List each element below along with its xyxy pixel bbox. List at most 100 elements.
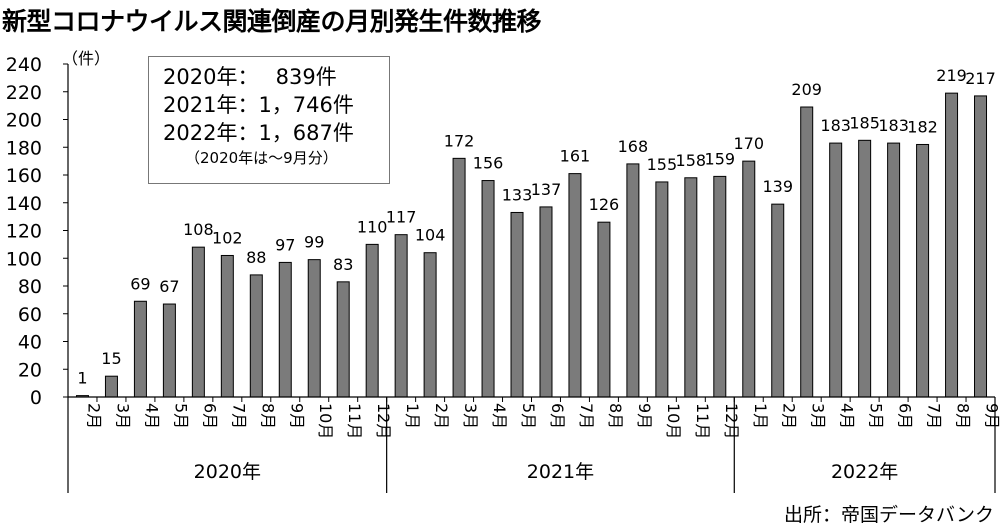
x-group-label: 2020年 — [194, 461, 261, 483]
bar-value-label: 102 — [212, 228, 243, 247]
bar-value-label: 183 — [878, 116, 909, 135]
x-category-label: 9月 — [635, 403, 654, 429]
x-category-label: 7月 — [229, 403, 248, 429]
y-tick-label: 60 — [18, 304, 42, 326]
bar — [191, 246, 205, 398]
bar — [800, 106, 814, 398]
y-tick-label: 80 — [18, 276, 42, 298]
x-category-label: 4月 — [490, 403, 509, 429]
bar-value-label: 155 — [647, 155, 678, 174]
x-category-label: 12月 — [374, 403, 393, 439]
x-category-label: 3月 — [113, 403, 132, 429]
bar-value-label: 217 — [965, 69, 996, 88]
x-category-label: 3月 — [809, 403, 828, 429]
bar — [133, 300, 147, 398]
y-tick-label: 40 — [18, 332, 42, 354]
bar — [974, 95, 988, 398]
x-category-label: 9月 — [287, 403, 306, 429]
bar — [858, 139, 872, 398]
x-category-label: 2月 — [84, 403, 103, 429]
bar — [568, 173, 582, 398]
bar-value-label: 117 — [386, 208, 417, 227]
bar — [626, 163, 640, 398]
x-group-label: 2022年 — [831, 461, 898, 483]
y-tick-label: 20 — [18, 359, 42, 381]
bar — [336, 281, 350, 398]
x-category-label: 8月 — [606, 403, 625, 429]
y-tick-label: 180 — [6, 137, 42, 159]
bar-value-label: 209 — [791, 80, 822, 99]
bar-value-label: 183 — [820, 116, 851, 135]
y-tick-label: 220 — [6, 82, 42, 104]
x-category-label: 7月 — [925, 403, 944, 429]
y-axis: 0 20 40 60 80 100 120 140 160 180 200 220 240 — [6, 54, 69, 409]
bar-value-label: 126 — [589, 195, 620, 214]
x-category-label: 4月 — [142, 403, 161, 429]
bar-value-label: 67 — [159, 277, 179, 296]
total-2020: 2020年： 839件 — [163, 65, 337, 89]
bar — [510, 211, 524, 398]
x-category-label: 2月 — [432, 403, 451, 429]
y-tick-label: 160 — [6, 165, 42, 187]
bar-value-label: 83 — [333, 255, 353, 274]
y-tick-label: 120 — [6, 221, 42, 243]
total-2021: 2021年：1，746件 — [163, 93, 354, 117]
x-category-label: 8月 — [258, 403, 277, 429]
chart-title: 新型コロナウイルス関連倒産の月別発生件数推移 — [2, 7, 542, 36]
bar — [249, 274, 263, 398]
x-category-label: 11月 — [693, 403, 712, 439]
x-category-label: 5月 — [867, 403, 886, 429]
bar-value-label: 156 — [473, 154, 504, 173]
x-category-label: 6月 — [200, 403, 219, 429]
x-category-label: 10月 — [316, 403, 335, 439]
bar — [655, 181, 669, 398]
bar — [104, 375, 118, 398]
x-category-label: 11月 — [345, 403, 364, 439]
bar-value-label: 185 — [849, 113, 880, 132]
bar-value-label: 15 — [101, 349, 121, 368]
bar — [684, 177, 698, 398]
bar-value-label: 137 — [531, 180, 562, 199]
bar — [162, 303, 176, 398]
bar — [394, 234, 408, 398]
bar — [713, 175, 727, 398]
bar-value-label: 108 — [183, 220, 214, 239]
bar — [829, 142, 843, 398]
bar-value-label: 158 — [676, 151, 707, 170]
bar-value-label: 161 — [560, 147, 591, 166]
bar-value-label: 99 — [304, 233, 324, 252]
y-tick-label: 140 — [6, 193, 42, 215]
annual-totals-box: 2020年： 839件 2021年：1，746件 2022年：1，687件 （2… — [148, 56, 390, 184]
bar — [220, 254, 234, 398]
bar-value-label: 88 — [246, 248, 266, 267]
bar — [597, 221, 611, 398]
bar — [452, 157, 466, 398]
x-category-label: 7月 — [577, 403, 596, 429]
x-category-label: 8月 — [954, 403, 973, 429]
x-axis: 2月 3月 4月 5月 6月 7月 8月 9月 10月 11月 12月 1月 2月 3月 4月 5月 6月 7月 8… — [67, 396, 1000, 493]
bar-value-label: 97 — [275, 235, 295, 254]
x-category-label: 3月 — [461, 403, 480, 429]
x-category-label: 2月 — [780, 403, 799, 429]
bar-value-label: 182 — [907, 117, 938, 136]
x-category-label: 6月 — [896, 403, 915, 429]
bar — [539, 206, 553, 398]
total-2022: 2022年：1，687件 — [163, 121, 354, 145]
bar-value-label: 172 — [444, 131, 475, 150]
bar-value-label: 159 — [705, 149, 736, 168]
x-category-label: 6月 — [548, 403, 567, 429]
bar-value-label: 110 — [357, 217, 388, 236]
y-tick-label: 100 — [6, 248, 42, 270]
bar — [887, 142, 901, 398]
bar-value-label: 219 — [936, 66, 967, 85]
bar-value-label: 168 — [618, 137, 649, 156]
bar — [771, 203, 785, 398]
bar — [945, 92, 959, 398]
x-category-label: 1月 — [751, 403, 770, 429]
x-category-label: 5月 — [171, 403, 190, 429]
bar — [916, 143, 930, 398]
bar-value-label: 1 — [77, 369, 87, 388]
bar-value-label: 170 — [733, 134, 764, 153]
x-category-label: 10月 — [664, 403, 683, 439]
